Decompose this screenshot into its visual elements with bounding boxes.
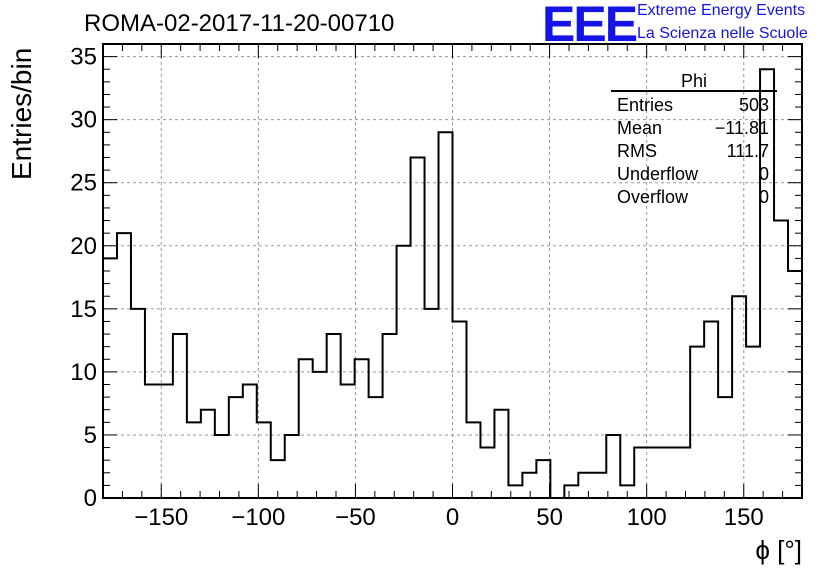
logo-line-2: La Scienza nelle Scuole [637, 25, 808, 42]
y-tick-label: 15 [70, 296, 97, 323]
stats-title: Phi [680, 71, 707, 91]
y-tick-label: 35 [70, 44, 97, 71]
x-tick-label: 150 [724, 504, 764, 531]
y-tick-label: 20 [70, 233, 97, 260]
stats-row: Overflow 0 [611, 186, 777, 209]
x-tick-label: −100 [231, 504, 285, 531]
stats-row: Entries 503 [611, 94, 777, 117]
stats-row: RMS 111.7 [611, 140, 777, 163]
x-axis-label: ϕ [°] [755, 535, 802, 565]
logo-line-1: Extreme Energy Events [637, 2, 806, 19]
stats-value: 0 [758, 187, 769, 207]
stats-label: Entries [617, 95, 674, 115]
y-tick-label: 0 [84, 485, 97, 512]
stats-label: Mean [617, 118, 663, 138]
x-tick-label: 100 [627, 504, 667, 531]
stats-divider [611, 90, 777, 92]
stats-label: Overflow [617, 187, 689, 207]
y-tick-label: 5 [84, 422, 97, 449]
y-tick-label: 30 [70, 107, 97, 134]
stats-value: 111.7 [726, 141, 769, 161]
stats-row: Mean −11.81 [611, 117, 777, 140]
stats-value: −11.81 [714, 118, 769, 138]
x-tick-label: 50 [536, 504, 563, 531]
stats-label: Underflow [617, 164, 699, 184]
x-tick-label: −50 [335, 504, 376, 531]
stats-value: 503 [738, 95, 769, 115]
stats-label: RMS [617, 141, 657, 161]
eee-logo: EEE [542, 0, 638, 52]
y-axis-label: Entries/bin [6, 47, 37, 180]
stats-value: 0 [758, 164, 769, 184]
stats-box: Phi Entries 503 Mean −11.81 RMS 111.7 Under… [611, 72, 777, 209]
stats-row: Underflow 0 [611, 163, 777, 186]
histogram-line [103, 68, 802, 499]
x-tick-label: 0 [446, 504, 459, 531]
y-tick-label: 25 [70, 170, 97, 197]
x-tick-label: −150 [134, 504, 188, 531]
chart-title: ROMA-02-2017-11-20-00710 [84, 10, 395, 37]
y-tick-label: 10 [70, 359, 97, 386]
